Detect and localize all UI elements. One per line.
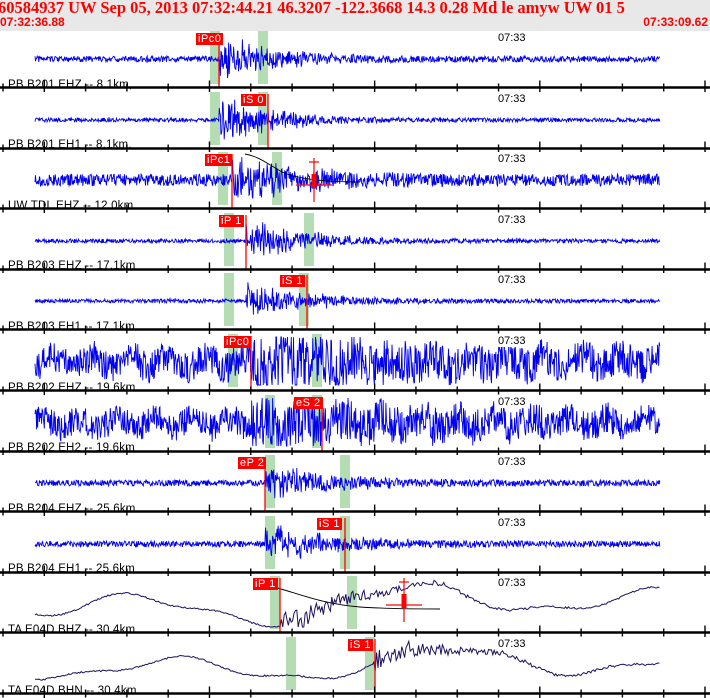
amplitude-marker[interactable]: [296, 158, 332, 203]
axis-time-label: 07:33: [497, 153, 527, 166]
waveform-plot: [0, 394, 710, 456]
phase-window-highlight: [286, 636, 296, 690]
phase-window-highlight: [270, 576, 280, 630]
trace-panel[interactable]: PB B204 EHZ -- 25.6km 07:33 eP 2: [0, 455, 710, 516]
event-header: 60584937 UW Sep 05, 2013 07:32:44.21 46.…: [0, 0, 710, 31]
waveform-plot: [0, 576, 710, 637]
channel-label: PB B203 EHZ -- 17.1km: [8, 260, 136, 273]
waveform-trace: [34, 579, 660, 629]
trace-panel[interactable]: PB B203 EHZ -- 17.1km 07:33 iP 1: [0, 212, 710, 274]
waveform-plot: [0, 31, 710, 92]
trace-panel[interactable]: PB B201 EHZ -- 8.1km, 07:33 iPc0: [0, 31, 710, 92]
trace-panel[interactable]: PB B202 EH2 -- 19.6km 07:33 eS 2: [0, 394, 710, 456]
waveform-trace: [35, 639, 660, 681]
waveform-trace: [34, 157, 660, 199]
channel-label: PB B204 EHZ -- 25.6km: [8, 502, 136, 515]
window-start-time: 07:32:36.88: [0, 15, 65, 29]
waveform-plot: [0, 273, 710, 334]
channel-label: PB B201 EHZ -- 8.1km,: [8, 78, 133, 91]
phase-pick-tag[interactable]: iP 1: [219, 214, 244, 227]
axis-time-label: 07:33: [497, 213, 527, 226]
waveform-plot: [0, 515, 710, 577]
phase-pick-tag[interactable]: iPc0: [196, 33, 224, 45]
waveform-trace: [34, 39, 661, 79]
trace-panel[interactable]: PB B204 EH1 -- 25.6km 07:33 iS 1: [0, 515, 710, 577]
waveform-trace: [34, 222, 661, 256]
channel-label: PB B204 EH1 -- 25.6km: [8, 563, 135, 576]
waveform-plot: [0, 455, 710, 516]
channel-label: UW TDL EHZ -- 12.0km: [8, 199, 134, 212]
waveform-plot: [0, 212, 710, 274]
trace-panel[interactable]: PB B202 EHZ -- 19.6km 07:33 iPc0: [0, 333, 710, 395]
waveform-plot: [0, 333, 710, 395]
phase-window-highlight: [347, 576, 357, 630]
channel-label: PB B202 EHZ -- 19.6km: [8, 381, 136, 394]
channel-label: PB B202 EH2 -- 19.6km: [8, 442, 135, 455]
trace-panel-list: PB B201 EHZ -- 8.1km, 07:33 iPc0 PB B201 EH…: [0, 31, 710, 698]
channel-label: PB B203 EH1 -- 17.1km: [8, 320, 135, 333]
axis-time-label: 07:33: [497, 92, 527, 105]
axis-time-label: 07:33: [497, 637, 527, 650]
axis-time-label: 07:33: [497, 456, 527, 469]
waveform-trace: [34, 336, 661, 387]
waveform-trace: [34, 282, 660, 315]
channel-label: PB B201 EH1 -- 8.1km,: [8, 139, 132, 152]
travel-time-curve: [244, 153, 361, 183]
axis-time-label: 07:33: [497, 395, 527, 408]
phase-window-highlight: [365, 636, 375, 690]
waveform-trace: [34, 99, 661, 139]
waveform-plot: [0, 636, 710, 698]
amplitude-marker[interactable]: [386, 578, 422, 623]
phase-pick-tag[interactable]: iS 1: [280, 275, 305, 288]
phase-pick-tag[interactable]: iPc1: [205, 154, 233, 167]
phase-window-highlight: [210, 31, 220, 84]
axis-time-label: 07:33: [497, 577, 527, 590]
axis-time-label: 07:33: [497, 334, 527, 347]
waveform-trace: [34, 397, 661, 447]
phase-pick-tag[interactable]: iP 1: [253, 578, 278, 591]
channel-label: TA E04D BHN -- 30.4km: [8, 684, 137, 697]
axis-time-label: 07:33: [497, 516, 527, 529]
phase-pick-tag[interactable]: iPc0: [224, 335, 252, 348]
waveform-trace: [34, 525, 661, 560]
axis-time-label: 07:33: [497, 274, 527, 287]
phase-window-highlight: [224, 273, 234, 327]
phase-window-highlight: [210, 91, 220, 145]
phase-window-highlight: [224, 212, 234, 266]
phase-pick-tag[interactable]: iS 1: [348, 638, 373, 651]
axis-time-label: 07:33: [497, 32, 527, 44]
channel-label: TA E04D BHZ -- 30.4km: [8, 623, 136, 636]
trace-panel[interactable]: UW TDL EHZ -- 12.0km 07:33 iPc1: [0, 152, 710, 213]
waveform-plot: [0, 91, 710, 153]
phase-window-highlight: [272, 152, 282, 206]
trace-panel[interactable]: PB B201 EH1 -- 8.1km, 07:33 iS 0: [0, 91, 710, 153]
trace-panel[interactable]: PB B203 EH1 -- 17.1km 07:33 iS 1: [0, 273, 710, 334]
trace-panel[interactable]: TA E04D BHN -- 30.4km 07:33 iS 1: [0, 636, 710, 698]
trace-panel[interactable]: TA E04D BHZ -- 30.4km 07:33 iP 1: [0, 576, 710, 637]
window-end-time: 07:33:09.62: [643, 15, 708, 29]
waveform-trace: [34, 468, 661, 499]
phase-pick-tag[interactable]: eP 2: [238, 457, 267, 470]
event-summary-line: 60584937 UW Sep 05, 2013 07:32:44.21 46.…: [0, 0, 625, 17]
phase-pick-tag[interactable]: eS 2: [294, 396, 323, 409]
travel-time-curve: [269, 585, 441, 610]
phase-pick-tag[interactable]: iS 1: [317, 517, 342, 530]
phase-pick-tag[interactable]: iS 0: [241, 93, 266, 106]
waveform-plot: [0, 152, 710, 213]
